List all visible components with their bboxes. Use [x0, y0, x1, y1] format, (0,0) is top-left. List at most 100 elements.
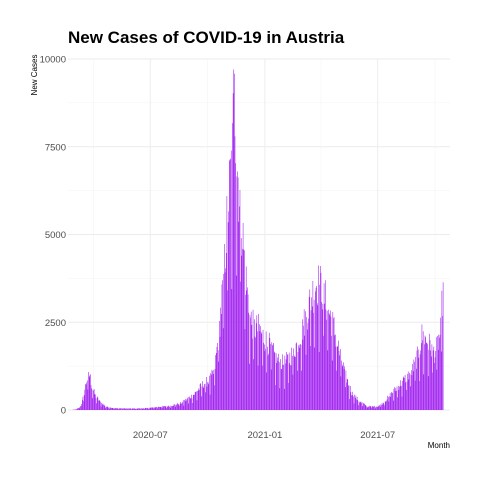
bar	[432, 372, 433, 410]
bar	[293, 355, 295, 410]
bar	[412, 363, 413, 410]
bar	[396, 386, 398, 410]
bar	[116, 408, 117, 410]
bar	[193, 394, 195, 410]
bar	[113, 408, 115, 410]
bar	[242, 222, 244, 410]
bar	[359, 402, 360, 410]
bar	[353, 396, 354, 410]
bar	[108, 407, 109, 410]
bar	[329, 314, 330, 410]
bar	[153, 408, 154, 410]
bar	[87, 380, 88, 410]
y-tick-label: 2500	[45, 318, 66, 329]
bar	[173, 405, 174, 410]
bar	[283, 364, 284, 410]
bar	[176, 404, 177, 410]
bar	[352, 391, 354, 410]
bar	[416, 368, 417, 410]
bar	[326, 319, 327, 410]
bar	[339, 355, 340, 410]
bar	[401, 385, 402, 410]
bar	[150, 407, 152, 410]
bar	[144, 408, 145, 410]
bar	[328, 309, 329, 410]
bar	[353, 403, 355, 410]
bar	[369, 405, 370, 410]
bar	[284, 355, 286, 410]
bar	[302, 339, 304, 410]
y-axis-label: New Cases	[30, 55, 39, 96]
bar	[163, 406, 165, 410]
bar	[190, 398, 192, 410]
bar	[134, 408, 136, 410]
bar	[260, 326, 261, 410]
bar	[187, 403, 189, 410]
bar	[242, 248, 243, 410]
bar	[191, 394, 192, 410]
bar	[251, 324, 253, 410]
bar	[111, 407, 113, 410]
bar	[417, 346, 418, 410]
bar	[395, 388, 397, 410]
bar	[231, 288, 233, 410]
bar	[164, 405, 166, 410]
bar	[321, 309, 323, 410]
bar	[143, 408, 145, 410]
bar	[138, 408, 139, 410]
bar	[309, 289, 311, 410]
bar	[349, 399, 350, 410]
bar	[111, 407, 112, 410]
bar	[382, 404, 383, 410]
bar	[259, 324, 260, 410]
bar	[326, 310, 328, 410]
bar	[274, 352, 276, 410]
bar	[120, 408, 122, 410]
bar	[411, 370, 412, 410]
bar	[128, 408, 129, 410]
bar	[240, 281, 241, 410]
bar	[232, 93, 234, 410]
bar	[222, 328, 224, 410]
bar	[348, 385, 350, 410]
bar	[104, 405, 106, 410]
bar	[303, 309, 305, 410]
bar	[148, 408, 150, 410]
bar	[321, 302, 322, 410]
bar	[132, 408, 134, 410]
bar	[138, 408, 140, 410]
bar	[222, 280, 223, 410]
bar	[413, 359, 415, 410]
bar	[287, 354, 289, 410]
bar	[225, 252, 227, 410]
bar	[234, 136, 236, 410]
bar	[384, 401, 386, 410]
bar	[264, 351, 266, 410]
bar	[373, 407, 375, 410]
bar	[250, 311, 252, 410]
bar	[98, 400, 99, 410]
bar	[436, 369, 438, 410]
bar	[404, 377, 405, 410]
bar	[215, 355, 216, 410]
bar	[171, 406, 172, 410]
bar	[414, 380, 416, 410]
bar	[397, 397, 398, 410]
bar	[229, 159, 231, 410]
bar	[331, 335, 332, 410]
bar	[244, 250, 245, 410]
bar	[427, 344, 428, 410]
bar	[123, 408, 125, 410]
bar	[312, 280, 314, 410]
bar	[430, 350, 431, 410]
bar	[168, 405, 169, 410]
bar	[330, 316, 332, 410]
bar	[280, 359, 281, 410]
bar	[289, 352, 291, 410]
bar	[433, 346, 435, 410]
bar	[259, 331, 261, 410]
bar	[131, 408, 133, 410]
bar	[394, 391, 396, 410]
bar	[140, 408, 142, 410]
bar	[429, 340, 431, 410]
